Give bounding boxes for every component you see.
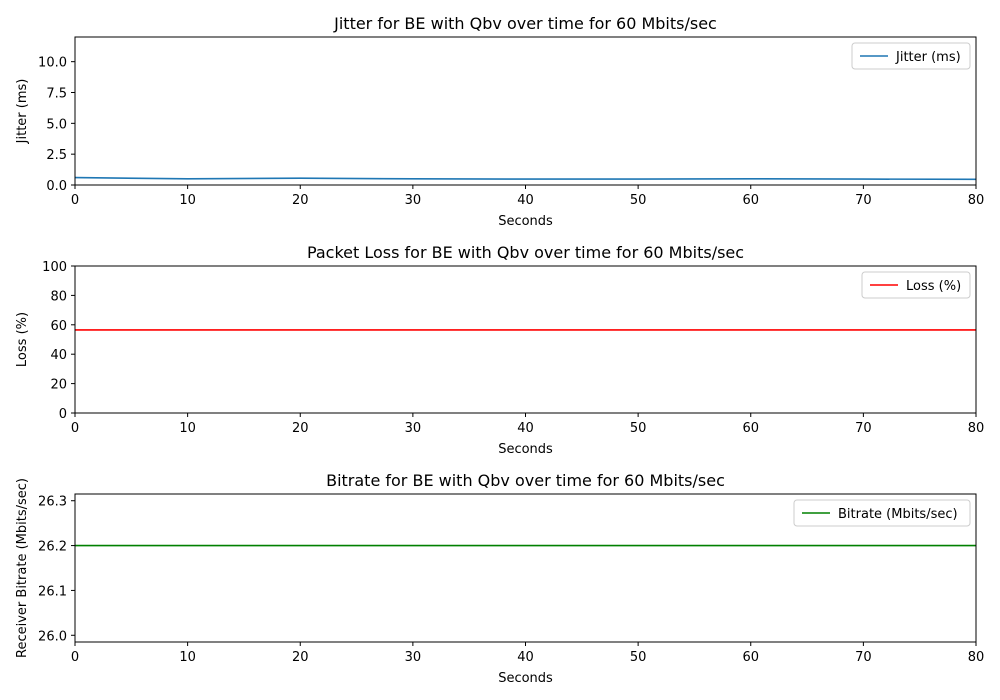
y-tick-label: 0.0 bbox=[46, 179, 67, 194]
x-tick-label: 0 bbox=[71, 650, 79, 665]
x-tick-label: 80 bbox=[968, 193, 985, 208]
y-tick-label: 0 bbox=[59, 407, 67, 422]
legend: Loss (%) bbox=[861, 271, 971, 299]
x-tick-label: 60 bbox=[742, 421, 759, 436]
y-tick-label: 100 bbox=[42, 260, 67, 275]
x-tick-label: 70 bbox=[855, 650, 872, 665]
plot-frame bbox=[74, 36, 977, 186]
legend-box bbox=[861, 271, 971, 299]
y-tick-label: 60 bbox=[50, 319, 67, 334]
x-tick-label: 40 bbox=[517, 193, 534, 208]
legend-box bbox=[793, 499, 971, 527]
x-tick-label: 30 bbox=[405, 193, 422, 208]
y-tick-label: 26.3 bbox=[38, 495, 67, 510]
chart-title: Jitter for BE with Qbv over time for 60 … bbox=[333, 14, 717, 33]
x-tick-label: 50 bbox=[630, 421, 647, 436]
y-tick-label: 10.0 bbox=[38, 56, 67, 71]
y-tick-label: 26.0 bbox=[38, 629, 67, 644]
x-tick-label: 60 bbox=[742, 193, 759, 208]
x-tick-label: 20 bbox=[292, 193, 309, 208]
y-tick-label: 7.5 bbox=[46, 87, 67, 102]
y-tick-label: 40 bbox=[50, 348, 67, 363]
legend-box bbox=[851, 42, 971, 70]
y-axis-label: Loss (%) bbox=[15, 312, 30, 367]
x-axis-label: Seconds bbox=[498, 214, 553, 229]
x-tick-label: 80 bbox=[968, 650, 985, 665]
y-tick-label: 5.0 bbox=[46, 117, 67, 132]
y-tick-label: 20 bbox=[50, 378, 67, 393]
x-axis-label: Seconds bbox=[498, 442, 553, 457]
chart-panel-2: Packet Loss for BE with Qbv over time fo… bbox=[15, 243, 984, 457]
x-tick-label: 20 bbox=[292, 650, 309, 665]
x-tick-label: 10 bbox=[179, 193, 196, 208]
x-tick-label: 60 bbox=[742, 650, 759, 665]
y-tick-label: 26.2 bbox=[38, 540, 67, 555]
y-tick-label: 26.1 bbox=[38, 584, 67, 599]
y-axis-label: Jitter (ms) bbox=[15, 79, 30, 145]
x-tick-label: 40 bbox=[517, 650, 534, 665]
legend: Bitrate (Mbits/sec) bbox=[793, 499, 971, 527]
plot-frame bbox=[74, 265, 977, 414]
chart-panel-3: Bitrate for BE with Qbv over time for 60… bbox=[15, 471, 984, 686]
x-tick-label: 20 bbox=[292, 421, 309, 436]
legend-label: Loss (%) bbox=[906, 279, 961, 294]
x-tick-label: 30 bbox=[405, 421, 422, 436]
x-tick-label: 0 bbox=[71, 193, 79, 208]
chart-title: Bitrate for BE with Qbv over time for 60… bbox=[326, 471, 725, 490]
x-tick-label: 10 bbox=[179, 421, 196, 436]
legend: Jitter (ms) bbox=[851, 42, 971, 70]
x-axis-label: Seconds bbox=[498, 671, 553, 686]
y-axis-label: Receiver Bitrate (Mbits/sec) bbox=[15, 478, 30, 658]
chart-panel-1: Jitter for BE with Qbv over time for 60 … bbox=[15, 14, 984, 229]
x-tick-label: 70 bbox=[855, 193, 872, 208]
y-tick-label: 80 bbox=[50, 289, 67, 304]
plot-frame bbox=[74, 493, 977, 643]
y-tick-label: 2.5 bbox=[46, 148, 67, 163]
x-tick-label: 40 bbox=[517, 421, 534, 436]
x-tick-label: 70 bbox=[855, 421, 872, 436]
x-tick-label: 80 bbox=[968, 421, 985, 436]
legend-label: Bitrate (Mbits/sec) bbox=[838, 507, 958, 522]
x-tick-label: 30 bbox=[405, 650, 422, 665]
legend-label: Jitter (ms) bbox=[895, 50, 961, 65]
x-tick-label: 0 bbox=[71, 421, 79, 436]
x-tick-label: 10 bbox=[179, 650, 196, 665]
x-tick-label: 50 bbox=[630, 193, 647, 208]
chart-title: Packet Loss for BE with Qbv over time fo… bbox=[307, 243, 744, 262]
x-tick-label: 50 bbox=[630, 650, 647, 665]
series-line-1 bbox=[74, 176, 977, 181]
